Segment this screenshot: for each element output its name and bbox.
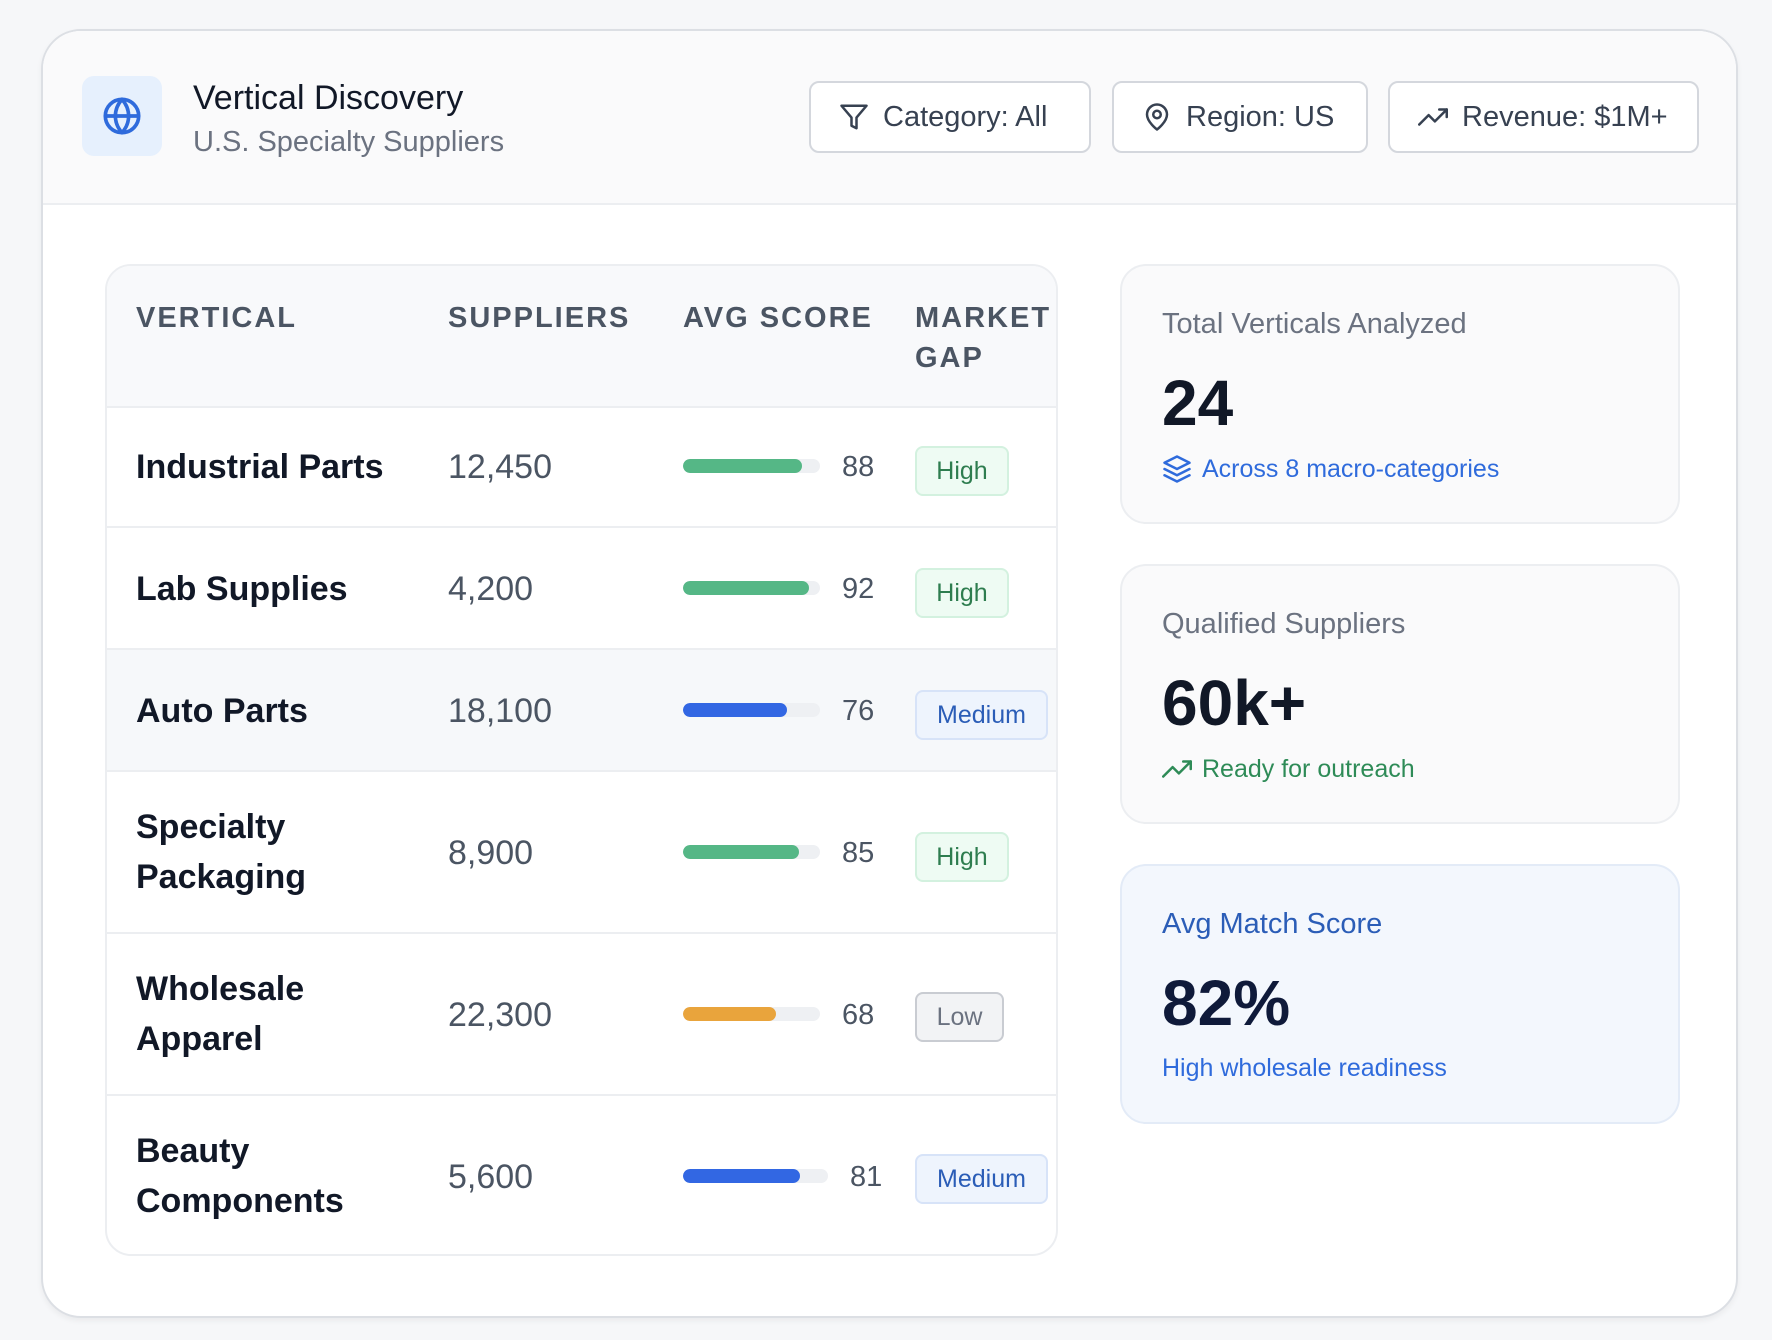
- vertical-name: Specialty Packaging: [136, 808, 307, 896]
- column-header-vertical[interactable]: VERTICAL: [136, 302, 297, 334]
- region-filter-label: Region: US: [1186, 100, 1335, 133]
- vertical-discovery-card: Vertical Discovery U.S. Specialty Suppli…: [41, 29, 1738, 1318]
- region-filter-button[interactable]: Region: US: [1112, 81, 1368, 153]
- avg-score-value: 85: [842, 837, 875, 869]
- vertical-name: Lab Supplies: [136, 570, 348, 608]
- stat-subtext-label: Ready for outreach: [1202, 754, 1415, 783]
- supplier-count: 4,200: [448, 570, 534, 608]
- supplier-count: 22,300: [448, 996, 552, 1034]
- revenue-filter-button[interactable]: Revenue: $1M+: [1388, 81, 1699, 153]
- card-header: Vertical Discovery U.S. Specialty Suppli…: [43, 31, 1736, 205]
- market-gap-badge: High: [915, 446, 1009, 496]
- vertical-name: Auto Parts: [136, 692, 308, 730]
- stat-label: Total Verticals Analyzed: [1162, 308, 1467, 340]
- avg-score-value: 68: [842, 999, 875, 1031]
- avg-score-value: 88: [842, 451, 875, 483]
- stat-subtext: Ready for outreach: [1162, 754, 1415, 784]
- category-filter-button[interactable]: Category: All: [809, 81, 1091, 153]
- map-pin-icon: [1145, 103, 1169, 131]
- stat-subtext: High wholesale readiness: [1162, 1054, 1447, 1083]
- avg-score-value: 92: [842, 573, 875, 605]
- market-gap-badge: Medium: [915, 690, 1048, 740]
- score-bar-fill: [683, 1007, 777, 1021]
- stat-value: 60k+: [1162, 667, 1307, 739]
- trending-up-icon: [1162, 760, 1192, 778]
- stat-subtext: Across 8 macro-categories: [1162, 454, 1499, 484]
- table-row[interactable]: Lab Supplies 4,200 92 High: [107, 528, 1056, 650]
- stat-subtext-label: Across 8 macro-categories: [1202, 454, 1500, 483]
- supplier-count: 18,100: [448, 692, 552, 730]
- score-bar: [683, 1169, 828, 1183]
- layers-icon: [1163, 455, 1191, 483]
- avg-score-value: 81: [850, 1161, 883, 1193]
- verticals-table: VERTICAL SUPPLIERS AVG SCORE MARKET GAP …: [105, 264, 1058, 1256]
- table-header: VERTICAL SUPPLIERS AVG SCORE MARKET GAP: [107, 266, 1056, 408]
- vertical-name: Wholesale Apparel: [136, 970, 305, 1058]
- globe-icon-container: [82, 76, 162, 156]
- trending-up-icon: [1418, 108, 1448, 126]
- score-bar-fill: [683, 459, 803, 473]
- table-row[interactable]: Specialty Packaging 8,900 85 High: [107, 772, 1056, 934]
- page-subtitle: U.S. Specialty Suppliers: [193, 126, 505, 158]
- score-bar-fill: [683, 845, 800, 859]
- market-gap-badge: Medium: [915, 1154, 1048, 1204]
- filter-icon: [840, 104, 868, 130]
- market-gap-badge: High: [915, 568, 1009, 618]
- stat-card-avg-match-score: Avg Match Score 82% High wholesale readi…: [1120, 864, 1680, 1124]
- market-gap-badge: High: [915, 832, 1009, 882]
- score-bar: [683, 459, 820, 473]
- score-bar: [683, 581, 820, 595]
- avg-score-value: 76: [842, 695, 875, 727]
- score-bar-fill: [683, 703, 788, 717]
- score-bar-fill: [683, 1169, 801, 1183]
- stat-value: 24: [1162, 367, 1234, 439]
- vertical-name: Industrial Parts: [136, 448, 384, 486]
- stat-label: Qualified Suppliers: [1162, 608, 1406, 640]
- globe-icon: [103, 97, 141, 135]
- table-row[interactable]: Wholesale Apparel 22,300 68 Low: [107, 934, 1056, 1096]
- stat-card-total-verticals: Total Verticals Analyzed 24 Across 8 mac…: [1120, 264, 1680, 524]
- column-header-avg-score[interactable]: AVG SCORE: [683, 302, 873, 334]
- table-row[interactable]: Auto Parts 18,100 76 Medium: [107, 650, 1056, 772]
- score-bar-fill: [683, 581, 810, 595]
- column-header-market-gap[interactable]: MARKET GAP: [915, 302, 1052, 374]
- column-header-suppliers[interactable]: SUPPLIERS: [448, 302, 631, 334]
- category-filter-label: Category: All: [883, 100, 1048, 133]
- revenue-filter-label: Revenue: $1M+: [1462, 100, 1668, 133]
- supplier-count: 8,900: [448, 834, 534, 872]
- score-bar: [683, 845, 820, 859]
- supplier-count: 5,600: [448, 1158, 534, 1196]
- table-row[interactable]: Industrial Parts 12,450 88 High: [107, 406, 1056, 528]
- stat-label: Avg Match Score: [1162, 908, 1383, 940]
- score-bar: [683, 703, 820, 717]
- stat-card-qualified-suppliers: Qualified Suppliers 60k+ Ready for outre…: [1120, 564, 1680, 824]
- score-bar: [683, 1007, 820, 1021]
- supplier-count: 12,450: [448, 448, 552, 486]
- stat-subtext-label: High wholesale readiness: [1162, 1054, 1447, 1082]
- page-title: Vertical Discovery: [193, 79, 464, 117]
- stat-value: 82%: [1162, 967, 1291, 1039]
- table-row[interactable]: Beauty Components 5,600 81 Medium: [107, 1096, 1056, 1254]
- market-gap-badge: Low: [915, 992, 1004, 1042]
- vertical-name: Beauty Components: [136, 1132, 344, 1220]
